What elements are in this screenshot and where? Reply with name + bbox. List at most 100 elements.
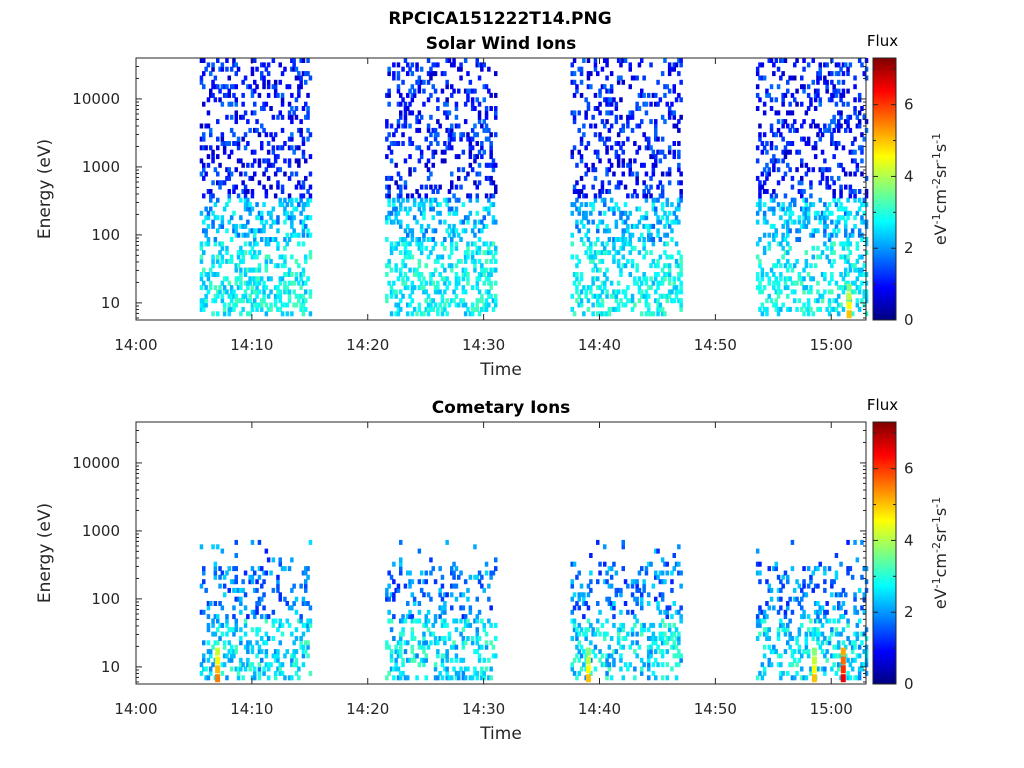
heatmap-cell: [457, 280, 461, 286]
heatmap-cell: [401, 141, 405, 146]
heatmap-cell: [206, 154, 211, 160]
heatmap-cell: [399, 184, 403, 190]
heatmap-cell: [609, 293, 614, 299]
heatmap-cell: [596, 71, 600, 77]
heatmap-cell: [473, 132, 477, 138]
heatmap-cell: [389, 592, 394, 598]
heatmap-cell: [234, 223, 238, 229]
heatmap-cell: [860, 574, 864, 580]
heatmap-cell: [253, 267, 257, 273]
heatmap-cell: [837, 123, 841, 129]
heatmap-cell: [804, 110, 809, 116]
heatmap-cell: [394, 267, 398, 273]
heatmap-cell: [665, 232, 669, 238]
heatmap-cell: [426, 609, 431, 615]
heatmap-cell: [670, 666, 674, 672]
heatmap-cell: [679, 58, 683, 63]
heatmap-cell: [239, 171, 243, 177]
heatmap-cell: [813, 609, 818, 615]
heatmap-cell: [628, 162, 632, 168]
heatmap-cell: [445, 622, 449, 628]
heatmap-cell: [776, 285, 781, 291]
heatmap-cell: [667, 254, 672, 260]
heatmap-cell: [429, 570, 433, 576]
heatmap-cell: [839, 123, 843, 129]
heatmap-cell: [862, 263, 866, 269]
heatmap-cell: [776, 627, 781, 633]
heatmap-cell: [797, 631, 802, 637]
heatmap-cell: [227, 293, 231, 299]
heatmap-cell: [290, 657, 294, 663]
heatmap-cell: [410, 579, 415, 585]
heatmap-cell: [408, 583, 412, 589]
heatmap-cell: [426, 237, 431, 242]
heatmap-cell: [412, 285, 417, 291]
heatmap-cell: [484, 223, 489, 229]
heatmap-cell: [640, 232, 644, 238]
heatmap-cell: [299, 636, 303, 641]
heatmap-cell: [640, 280, 644, 286]
heatmap-cell: [255, 241, 259, 247]
heatmap-cell: [394, 127, 398, 133]
heatmap-cell: [443, 653, 447, 659]
heatmap-cell: [633, 245, 637, 251]
heatmap-cell: [452, 644, 456, 650]
heatmap-cell: [466, 71, 470, 77]
heatmap-cell: [834, 71, 839, 77]
heatmap-cell: [232, 293, 236, 299]
heatmap-cell: [860, 132, 864, 138]
heatmap-cell: [403, 184, 408, 190]
heatmap-cell: [635, 583, 639, 589]
heatmap-cell: [408, 171, 412, 177]
heatmap-cell: [825, 657, 829, 663]
heatmap-cell: [253, 670, 257, 676]
x-tick-label: 14:40: [578, 336, 621, 354]
heatmap-cell: [225, 92, 229, 98]
heatmap-cell: [399, 206, 403, 212]
heatmap-cell: [301, 202, 306, 208]
heatmap-cell: [401, 66, 405, 72]
heatmap-cell: [596, 223, 600, 229]
heatmap-cell: [406, 193, 410, 199]
heatmap-cell: [257, 228, 262, 234]
heatmap-cell: [834, 631, 839, 637]
heatmap-cell: [804, 649, 809, 655]
heatmap-cell: [670, 298, 674, 304]
heatmap-cell: [429, 250, 433, 256]
heatmap-cell: [656, 605, 660, 611]
heatmap-cell: [584, 193, 588, 199]
heatmap-cell: [484, 106, 489, 111]
heatmap-cell: [830, 579, 834, 585]
heatmap-cell: [844, 206, 848, 212]
heatmap-cell: [213, 285, 218, 291]
heatmap-cell: [830, 210, 834, 216]
heatmap-cell: [809, 579, 813, 585]
heatmap-cell: [820, 210, 825, 216]
heatmap-cell: [475, 640, 479, 646]
heatmap-cell: [841, 206, 846, 212]
heatmap-cell: [443, 71, 447, 77]
heatmap-cell: [786, 285, 790, 291]
heatmap-cell: [864, 237, 869, 242]
heatmap-cell: [262, 202, 266, 208]
heatmap-cell: [294, 171, 299, 177]
heatmap-cell: [264, 653, 269, 659]
heatmap-cell: [447, 210, 452, 216]
heatmap-cell: [857, 289, 862, 295]
heatmap-cell: [424, 193, 428, 199]
heatmap-cell: [827, 618, 832, 624]
heatmap-cell: [431, 280, 435, 286]
heatmap-cell: [621, 241, 625, 247]
heatmap-cell: [461, 675, 466, 681]
heatmap-cell: [800, 280, 804, 286]
heatmap-cell: [285, 618, 289, 624]
heatmap-cell: [216, 145, 220, 151]
heatmap-cell: [855, 245, 860, 251]
heatmap-cell: [290, 136, 294, 142]
heatmap-cell: [656, 311, 660, 317]
heatmap-cell: [774, 58, 778, 63]
heatmap-cell: [199, 662, 204, 668]
heatmap-cell: [484, 241, 489, 247]
heatmap-cell: [306, 574, 310, 580]
heatmap-cell: [299, 306, 303, 312]
